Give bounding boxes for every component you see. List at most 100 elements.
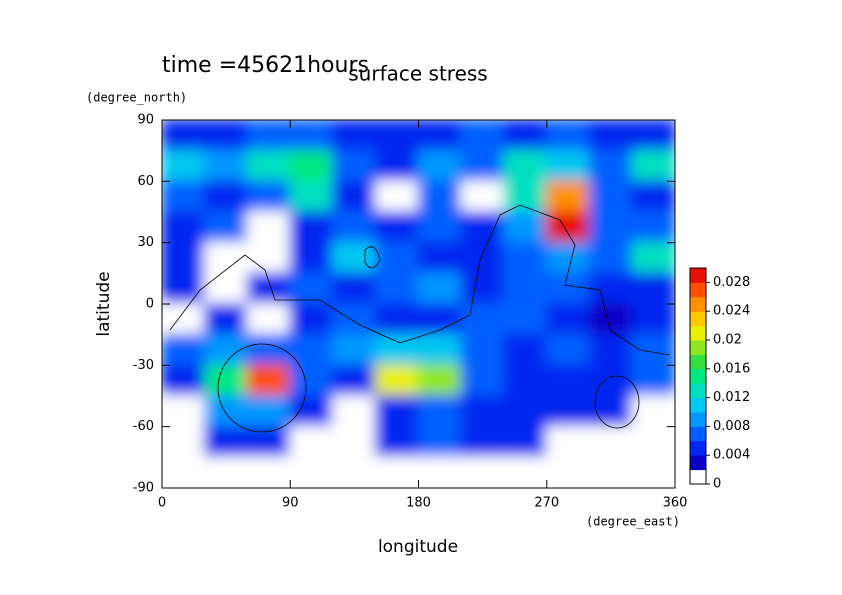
cell [162, 303, 206, 336]
cell [417, 149, 463, 183]
cell [246, 272, 292, 305]
cell [631, 211, 675, 244]
cell [246, 456, 292, 488]
cell [588, 149, 634, 183]
cell [631, 120, 675, 152]
cell [203, 272, 249, 305]
colorbar-tick-label: 0.016 [713, 361, 750, 376]
cells [162, 120, 675, 488]
colorbar-tick-label: 0.028 [713, 275, 750, 290]
cell [289, 364, 334, 397]
colorbar-segment [690, 354, 706, 370]
cell [545, 120, 591, 152]
cell [289, 211, 334, 244]
cell [374, 241, 420, 275]
cell [588, 364, 634, 397]
cell [460, 395, 505, 428]
cell [545, 425, 591, 459]
cell [631, 149, 675, 183]
cell [460, 272, 505, 305]
cell [631, 303, 675, 336]
cell [162, 333, 206, 367]
cell [503, 364, 548, 397]
colorbar-segment [690, 340, 706, 355]
colorbar-segment [690, 296, 706, 312]
cell [588, 333, 634, 367]
cell [162, 364, 206, 397]
cell [289, 180, 334, 213]
y-tick-label: 0 [146, 297, 154, 312]
colorbar-segment [690, 440, 706, 456]
cell [545, 395, 591, 428]
cell [503, 149, 548, 183]
cell [374, 149, 420, 183]
colorbar-segment [690, 282, 706, 298]
cell [374, 425, 420, 459]
cell [374, 180, 420, 213]
cell [545, 272, 591, 305]
x-tick-label: 360 [663, 496, 688, 511]
colorbar-segment [690, 412, 706, 427]
contour-field [162, 120, 675, 488]
cell [545, 241, 591, 275]
cell [289, 272, 334, 305]
cell [503, 241, 548, 275]
cell [631, 180, 675, 213]
cell [246, 211, 292, 244]
cell [545, 211, 591, 244]
cell [631, 333, 675, 367]
chart-subtitle: time =45621hours [162, 53, 369, 78]
x-tick-label: 0 [158, 496, 166, 511]
cell [203, 149, 249, 183]
cell [246, 180, 292, 213]
colorbar-tick-label: 0.02 [713, 333, 742, 348]
cell [503, 303, 548, 336]
y-tick-label: 30 [137, 235, 154, 250]
cell [289, 241, 334, 275]
cell [332, 149, 377, 183]
cell [332, 303, 377, 336]
cell [417, 425, 463, 459]
colorbar-segment [690, 325, 706, 341]
cell [246, 303, 292, 336]
cell [332, 395, 377, 428]
y-tick-label: 60 [137, 174, 154, 189]
cell [631, 241, 675, 275]
cell [162, 120, 206, 152]
cell [246, 425, 292, 459]
cell [503, 425, 548, 459]
cell [374, 120, 420, 152]
cell [503, 180, 548, 213]
cell [332, 120, 377, 152]
cell [460, 333, 505, 367]
cell [460, 120, 505, 152]
colorbar-segment [690, 368, 706, 384]
colorbar-tick-label: 0 [713, 477, 721, 492]
cell [631, 425, 675, 459]
y-unit: (degree_north) [86, 91, 187, 105]
y-tick-label: 90 [137, 113, 154, 128]
cell [332, 211, 377, 244]
cell [289, 149, 334, 183]
cell [588, 395, 634, 428]
cell [289, 456, 334, 488]
y-tick-label: -60 [133, 419, 154, 434]
cell [374, 456, 420, 488]
cell [374, 272, 420, 305]
cell [417, 180, 463, 213]
colorbar-segment [690, 455, 706, 471]
cell [162, 456, 206, 488]
cell [503, 333, 548, 367]
cell [246, 120, 292, 152]
cell [203, 425, 249, 459]
y-tick-label: -30 [133, 358, 154, 373]
cell [503, 395, 548, 428]
cell [417, 456, 463, 488]
cell [332, 425, 377, 459]
cell [588, 120, 634, 152]
cell [631, 272, 675, 305]
cell [289, 425, 334, 459]
cell [203, 120, 249, 152]
cell [460, 149, 505, 183]
